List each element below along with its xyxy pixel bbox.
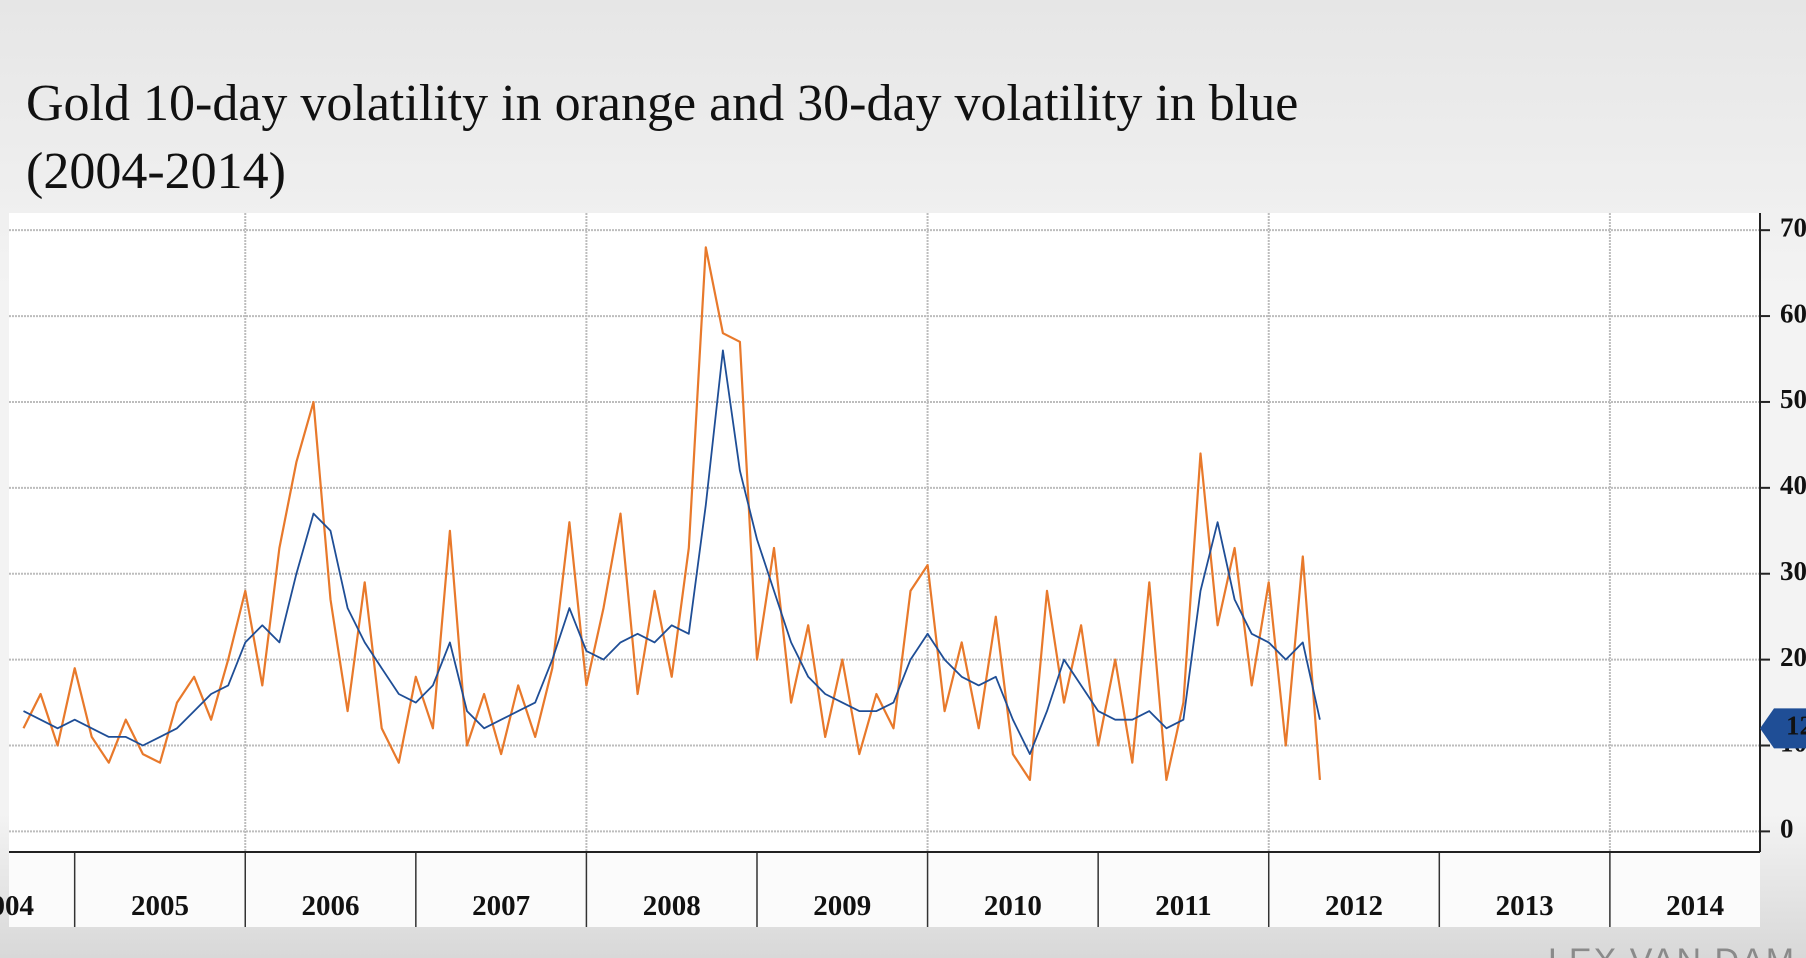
x-tick-label: 2007	[472, 890, 530, 922]
x-tick-label: 2006	[302, 890, 360, 922]
x-tick-label: 2005	[131, 890, 189, 922]
y-tick-label: 0	[1780, 814, 1794, 844]
chart-title: Gold 10-day volatility in orange and 30-…	[26, 75, 1298, 132]
logo: LEX VAN DAM	[1548, 942, 1796, 958]
y-tick-label: 60	[1780, 298, 1806, 328]
y-tick-label: 30	[1780, 556, 1806, 586]
x-tick-label: 2012	[1325, 890, 1383, 922]
current-value-label: 12	[1786, 711, 1806, 741]
x-tick-label: 2009	[813, 890, 871, 922]
series-group	[22, 246, 1321, 781]
x-tick-label: 2014	[1666, 890, 1724, 922]
y-tick-label: 40	[1780, 470, 1806, 500]
y-tick-label: 50	[1780, 384, 1806, 414]
series-line	[22, 246, 1321, 781]
x-axis-strip	[9, 852, 1760, 927]
series-line	[23, 349, 1321, 755]
x-tick-label: 2011	[1155, 890, 1211, 922]
current-value-marker	[1760, 708, 1806, 749]
y-tick-label: 70	[1780, 212, 1806, 242]
chart-subtitle: (2004-2014)	[26, 143, 286, 200]
x-tick-label: 2013	[1496, 890, 1554, 922]
x-tick-label: 2004	[0, 890, 34, 922]
y-tick-label: 20	[1780, 642, 1806, 672]
x-tick-label: 2010	[984, 890, 1042, 922]
plot-area	[9, 213, 1760, 852]
x-tick-label: 2008	[643, 890, 701, 922]
